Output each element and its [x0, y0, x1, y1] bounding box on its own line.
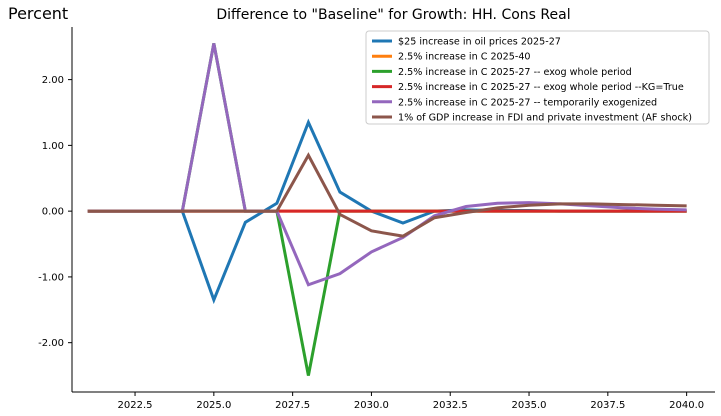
series-lines	[87, 43, 687, 376]
x-tick-label: 2025.0	[196, 400, 231, 411]
series-line-5	[87, 43, 687, 287]
axes: 2022.5 2025.0 2027.5 2030.0 2032.5 2035.0 2037…	[38, 27, 715, 411]
x-tick-label: 2027.5	[275, 400, 310, 411]
y-tick-label: 0.00	[42, 207, 64, 218]
legend-label-1: $25 increase in oil prices 2025-27	[398, 37, 561, 48]
x-tick-label: 2032.5	[433, 400, 468, 411]
legend-box	[365, 30, 710, 125]
y-tick-label: 2.00	[42, 75, 64, 86]
chart-title: Difference to "Baseline" for Growth: HH.…	[216, 7, 571, 23]
x-tick-label: 2035.0	[512, 400, 547, 411]
series-line-6	[87, 152, 687, 238]
y-tick-label: -2.00	[38, 338, 64, 349]
legend: $25 increase in oil prices 2025-27 2.5% i…	[365, 30, 710, 125]
x-tick-label: 2037.5	[590, 400, 625, 411]
x-tick-label: 2040.0	[669, 400, 704, 411]
legend-label-4: 2.5% increase in C 2025-27 -- exog whole…	[398, 82, 684, 93]
x-tick-label: 2030.0	[354, 400, 389, 411]
y-tick-label: -1.00	[38, 272, 64, 283]
y-axis-unit-label: Percent	[8, 4, 69, 23]
legend-label-5: 2.5% increase in C 2025-27 -- temporaril…	[398, 97, 657, 108]
legend-label-6: 1% of GDP increase in FDI and private in…	[398, 113, 692, 124]
x-tick-label: 2022.5	[118, 400, 153, 411]
y-tick-label: 1.00	[42, 141, 64, 152]
legend-label-3: 2.5% increase in C 2025-27 -- exog whole…	[398, 67, 632, 78]
legend-label-2: 2.5% increase in C 2025-40	[398, 52, 531, 63]
